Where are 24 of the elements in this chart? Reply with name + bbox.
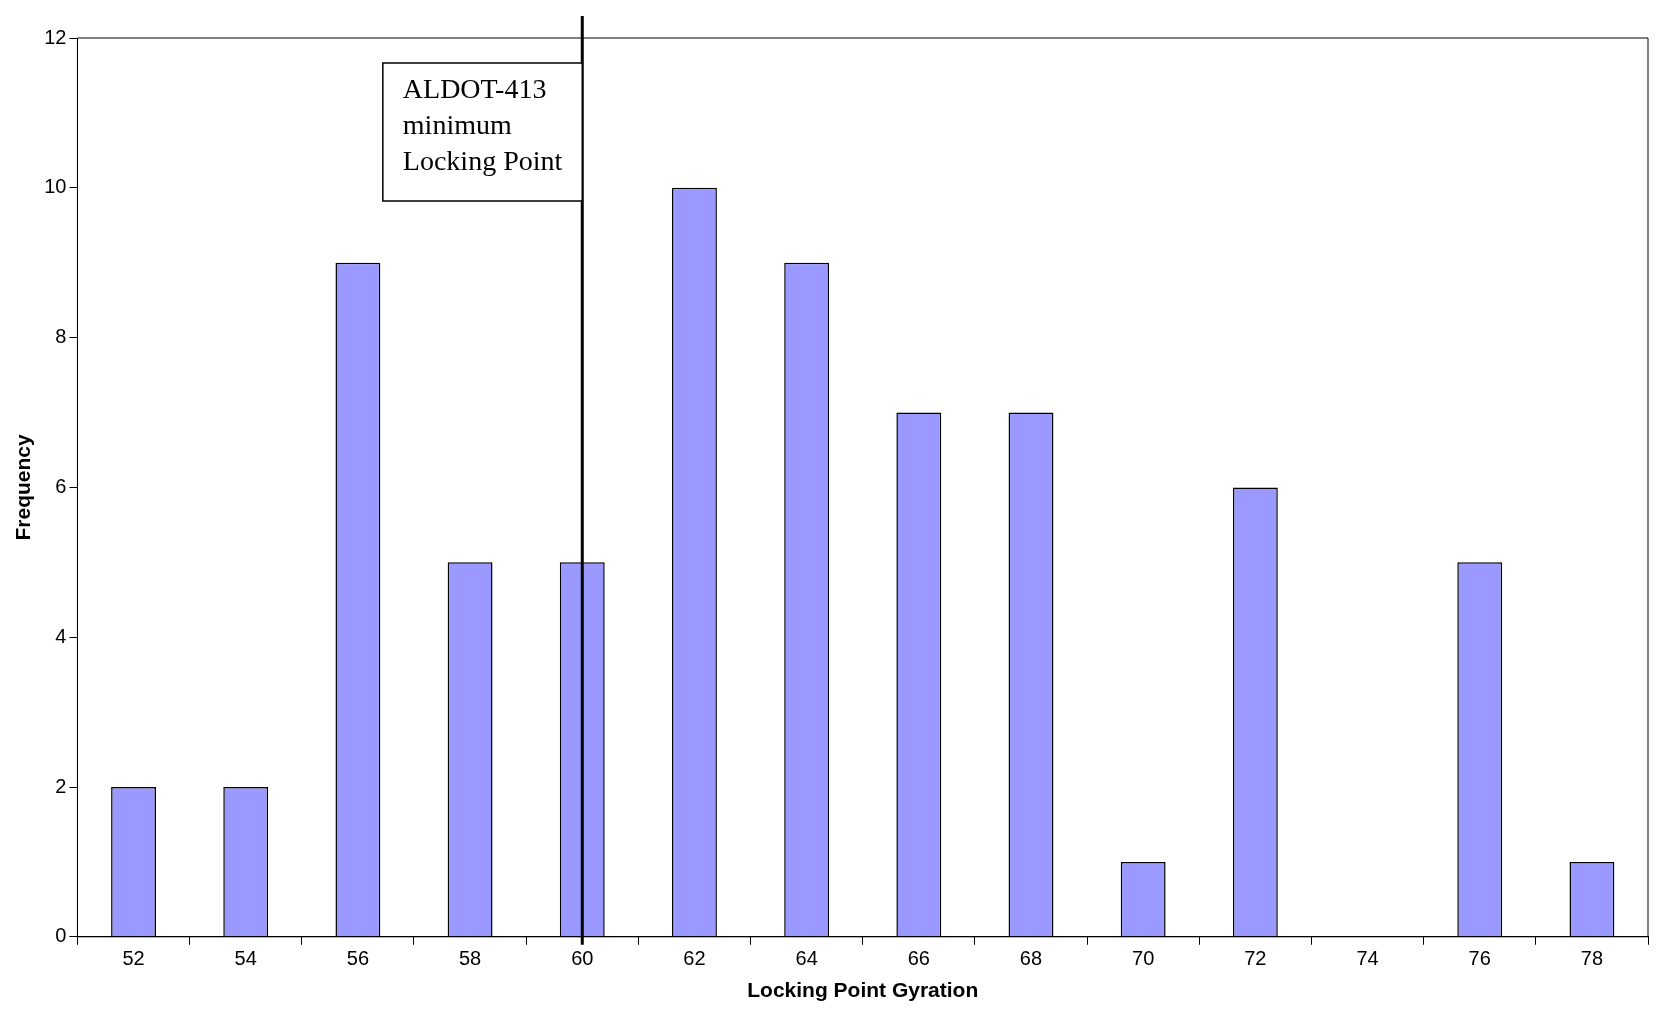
x-tick-label: 66 [907,947,930,970]
ref-line-label: ALDOT-413 minimum Locking Point [402,73,563,177]
y-tick-label: 6 [55,474,67,497]
y-tick-label: 8 [55,325,67,348]
x-tick-label: 74 [1356,947,1379,970]
x-tick-label: 52 [122,947,145,970]
x-tick-label: 54 [234,947,257,970]
y-tick-label: 2 [55,774,67,797]
y-axis-title: Frequency [11,433,35,541]
y-tick-label: 0 [55,924,67,947]
x-tick-label: 68 [1019,947,1043,970]
y-tick-label: 12 [44,25,67,48]
x-tick-label: 64 [795,947,818,970]
x-tick-label: 56 [346,947,370,970]
x-tick-label: 76 [1468,947,1491,970]
x-tick-label: 60 [571,947,594,970]
x-tick-label: 62 [683,947,706,970]
y-tick-label: 10 [44,175,67,198]
x-tick-label: 78 [1580,947,1604,970]
x-tick-label: 72 [1244,947,1267,970]
x-axis-title: Locking Point Gyration [747,978,979,1002]
x-tick-label: 70 [1132,947,1155,970]
x-tick-label: 58 [458,947,482,970]
y-tick-label: 4 [55,624,67,647]
